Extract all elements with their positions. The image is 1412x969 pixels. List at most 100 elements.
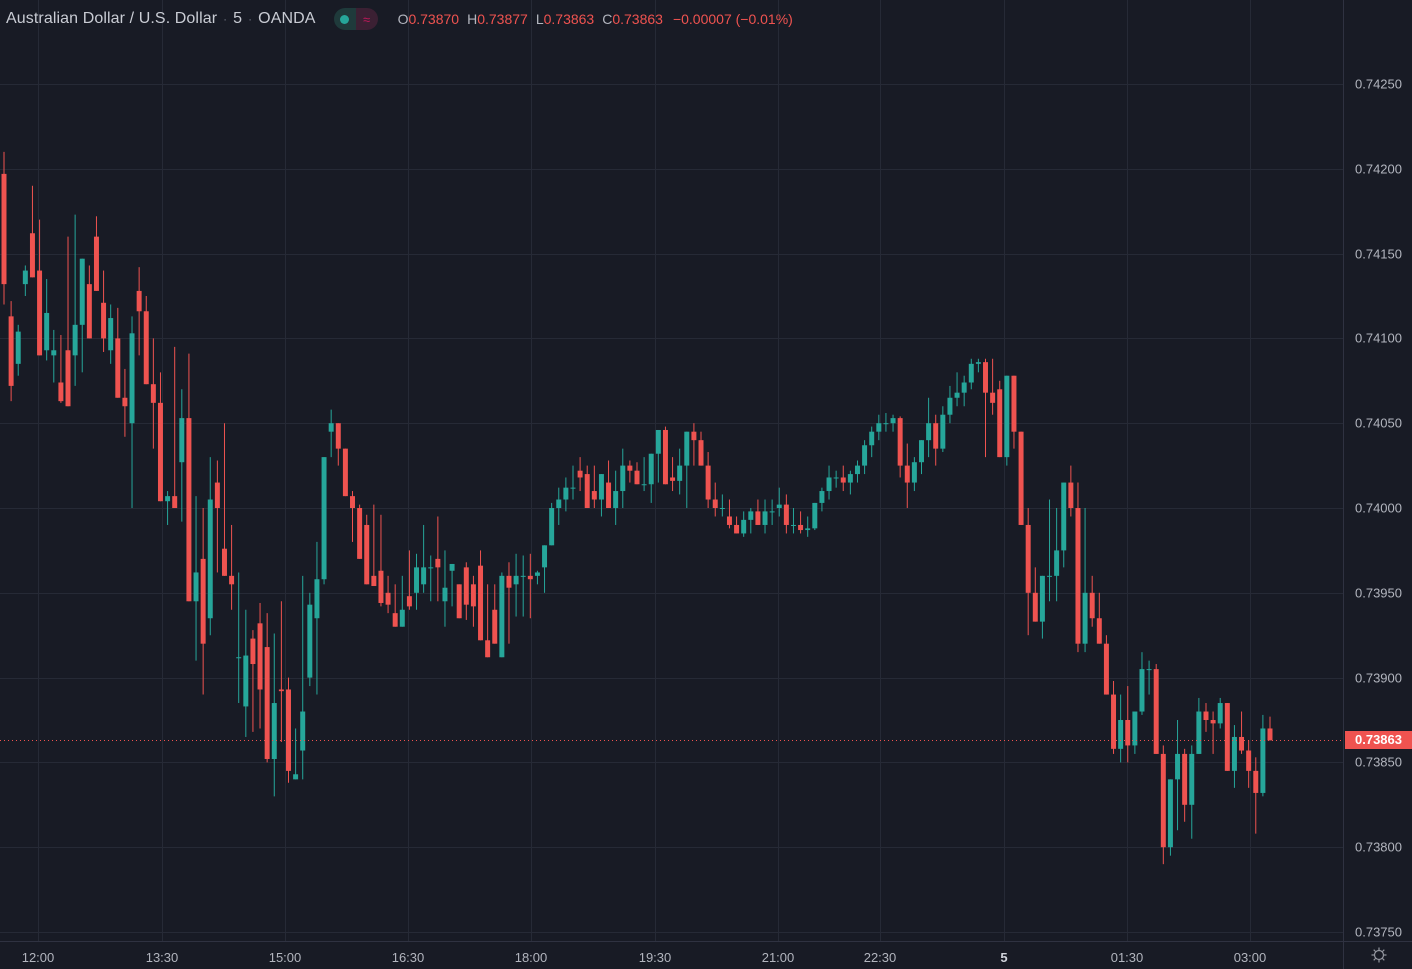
candle[interactable] [108, 304, 114, 364]
candle[interactable] [293, 728, 299, 780]
candle[interactable] [250, 630, 256, 732]
gear-icon[interactable] [1370, 946, 1388, 964]
candle[interactable] [719, 494, 725, 517]
candle[interactable] [741, 511, 747, 537]
candle[interactable] [691, 423, 697, 466]
candlestick-plot[interactable] [0, 0, 1343, 941]
candle[interactable] [1260, 714, 1266, 797]
candle[interactable] [641, 457, 647, 492]
candle[interactable] [1267, 716, 1273, 741]
candle[interactable] [520, 555, 526, 617]
candle[interactable] [435, 516, 441, 602]
candle[interactable] [29, 185, 35, 278]
candle[interactable] [776, 487, 782, 517]
candle[interactable] [1253, 757, 1259, 834]
candle[interactable] [79, 258, 85, 373]
candle[interactable] [499, 572, 505, 658]
candle[interactable] [990, 358, 996, 415]
candle[interactable] [421, 524, 427, 593]
candle[interactable] [200, 508, 206, 695]
candle[interactable] [492, 584, 498, 644]
candle[interactable] [598, 474, 604, 517]
candle[interactable] [51, 329, 57, 383]
candle[interactable] [869, 426, 875, 458]
candle[interactable] [1068, 465, 1074, 517]
candle[interactable] [734, 516, 740, 534]
candle[interactable] [15, 324, 21, 376]
candle[interactable] [819, 487, 825, 512]
candle[interactable] [449, 563, 455, 607]
candle[interactable] [677, 448, 683, 495]
candle[interactable] [919, 440, 924, 475]
candle[interactable] [712, 482, 718, 517]
candle[interactable] [613, 470, 619, 525]
candle[interactable] [157, 372, 163, 502]
candle[interactable] [342, 448, 348, 497]
candle[interactable] [243, 609, 249, 737]
candle[interactable] [549, 502, 555, 546]
candle[interactable] [1089, 575, 1095, 627]
candle[interactable] [840, 465, 846, 492]
candle[interactable] [968, 358, 974, 390]
candle[interactable] [606, 460, 612, 508]
candle[interactable] [350, 491, 355, 542]
candle[interactable] [101, 270, 107, 352]
candle[interactable] [65, 236, 71, 407]
candle[interactable] [406, 550, 412, 610]
candle[interactable] [1189, 745, 1195, 839]
candle[interactable] [1047, 499, 1053, 602]
candle[interactable] [307, 592, 313, 687]
candle[interactable] [1039, 575, 1045, 639]
candle[interactable] [271, 633, 277, 797]
candle[interactable] [328, 409, 334, 458]
candle[interactable] [698, 431, 704, 466]
candle[interactable] [1231, 725, 1237, 788]
candle[interactable] [314, 541, 320, 695]
candle[interactable] [876, 414, 882, 441]
candle[interactable] [1, 151, 7, 305]
candle[interactable] [286, 677, 291, 783]
candle[interactable] [634, 462, 640, 485]
candle[interactable] [364, 514, 370, 585]
candle[interactable] [726, 499, 732, 529]
candle[interactable] [1075, 482, 1081, 653]
candle[interactable] [662, 426, 668, 485]
candle[interactable] [1018, 431, 1024, 525]
candle[interactable] [357, 504, 363, 559]
candle[interactable] [940, 406, 946, 453]
candle[interactable] [229, 524, 235, 610]
candle[interactable] [1160, 745, 1166, 865]
candle[interactable] [556, 487, 562, 525]
candle[interactable] [399, 575, 405, 627]
candle[interactable] [1203, 703, 1209, 732]
market-status-toggle[interactable]: ≈ [333, 8, 378, 30]
candle[interactable] [783, 494, 789, 534]
symbol-title[interactable]: Australian Dollar / U.S. Dollar [6, 10, 218, 27]
candle[interactable] [705, 452, 711, 508]
candle[interactable] [684, 431, 690, 508]
candle[interactable] [862, 440, 868, 475]
candle[interactable] [947, 385, 953, 424]
candle[interactable] [1118, 694, 1124, 763]
candle[interactable] [58, 335, 64, 403]
candle[interactable] [911, 457, 917, 492]
candle[interactable] [577, 457, 583, 492]
candle[interactable] [321, 457, 327, 585]
candle[interactable] [136, 267, 142, 356]
candle[interactable] [805, 516, 811, 537]
candle[interactable] [378, 514, 384, 607]
candle[interactable] [983, 358, 988, 458]
candle[interactable] [655, 429, 661, 483]
candle[interactable] [648, 453, 654, 503]
candle[interactable] [854, 460, 860, 483]
candle[interactable] [1111, 680, 1117, 754]
candle[interactable] [1025, 508, 1031, 636]
candle[interactable] [833, 470, 839, 488]
candle[interactable] [1082, 508, 1088, 653]
candle[interactable] [1032, 567, 1038, 622]
price-axis[interactable]: 0.74250 0.74200 0.74150 0.74100 0.74050 0.740… [1343, 0, 1412, 941]
candle[interactable] [812, 502, 818, 531]
candle[interactable] [414, 553, 420, 610]
candle[interactable] [1132, 711, 1138, 754]
candle[interactable] [428, 555, 434, 602]
